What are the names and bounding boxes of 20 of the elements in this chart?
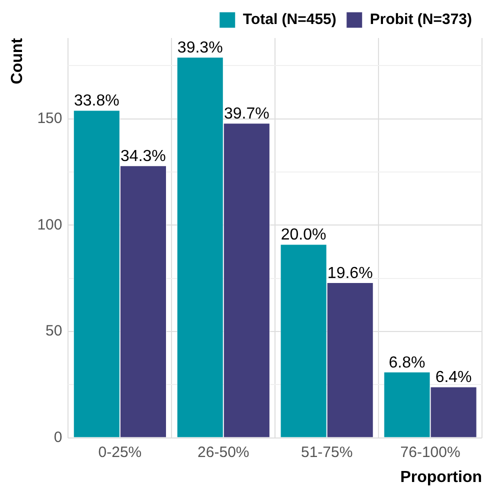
annotation: 20.0% (280, 226, 326, 244)
annotation: 19.6% (327, 264, 373, 282)
x-tick-label: 76-100% (400, 444, 460, 461)
y-tick-label: 150 (37, 110, 62, 127)
annotation: 39.7% (224, 105, 270, 122)
annotation: 33.8% (74, 92, 120, 110)
annotation: 6.8% (388, 354, 426, 372)
annotation: 34.3% (120, 148, 166, 165)
y-axis-title: Count (9, 37, 26, 84)
x-tick-label: 51-75% (300, 444, 353, 461)
y-tick-label: 50 (46, 322, 62, 340)
x-axis-title: Proportion (400, 468, 482, 486)
x-tick-label: 26-50% (198, 444, 250, 461)
legend-label: Probit (N=373) (370, 11, 472, 28)
annotation: 39.3% (177, 40, 223, 57)
y-tick-label: 0 (54, 428, 62, 446)
legend-label: Total (N=455) (242, 11, 336, 28)
x-tick-label: 0-25% (98, 444, 142, 461)
y-tick-label: 100 (37, 216, 62, 234)
annotation: 6.4% (435, 369, 472, 386)
